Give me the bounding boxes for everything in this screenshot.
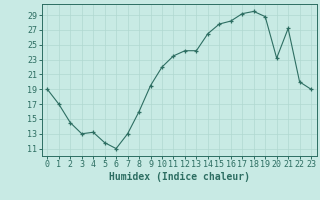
X-axis label: Humidex (Indice chaleur): Humidex (Indice chaleur): [109, 172, 250, 182]
